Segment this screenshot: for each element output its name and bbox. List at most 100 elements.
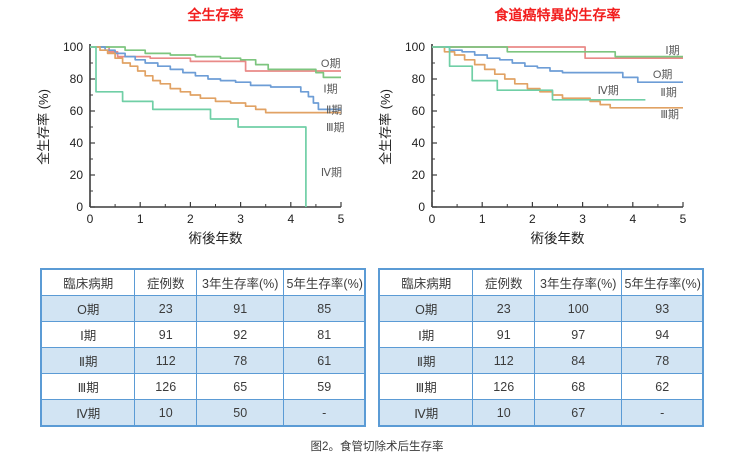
table-cell: 81 bbox=[283, 321, 366, 348]
chart-title-cancer-specific-survival: 食道癌特異的生存率 bbox=[494, 7, 621, 23]
svg-text:0: 0 bbox=[76, 200, 83, 214]
overall-survival-chart: 0 20 40 60 80 100 0 1 2 3 4 5 全生存率 (%) 術後年数 O期 Ⅰ期 Ⅱ期 Ⅲ期 Ⅳ期 bbox=[36, 40, 345, 246]
svg-text:20: 20 bbox=[70, 168, 84, 182]
table-header-cell: 症例数 bbox=[134, 268, 197, 296]
svg-text:5: 5 bbox=[680, 212, 687, 226]
table-cell: - bbox=[621, 399, 704, 427]
svg-text:0: 0 bbox=[87, 212, 94, 226]
table-cell: Ⅱ期 bbox=[378, 347, 474, 374]
table-header-cell: 3年生存率(%) bbox=[195, 268, 285, 296]
table-row: Ⅱ期 112 84 78 bbox=[378, 347, 704, 374]
table-row: Ⅲ期 126 68 62 bbox=[378, 373, 704, 400]
table-cell: - bbox=[283, 399, 366, 427]
svg-text:0: 0 bbox=[429, 212, 436, 226]
table-header-cell: 症例数 bbox=[472, 268, 535, 296]
survival-curve-Ⅰ期 bbox=[432, 46, 683, 58]
table-cell: 91 bbox=[195, 295, 285, 322]
table-cell: 67 bbox=[533, 399, 623, 427]
svg-text:5: 5 bbox=[338, 212, 345, 226]
table-cell: 23 bbox=[134, 295, 197, 322]
svg-text:1: 1 bbox=[479, 212, 486, 226]
table-row: Ⅲ期 126 65 59 bbox=[40, 373, 366, 400]
svg-text:40: 40 bbox=[70, 136, 84, 150]
overall-survival-panel: 全生存率 0 20 40 60 80 100 0 1 2 3 4 5 全生存率 (%) 術後年数 O期 Ⅰ期 Ⅱ… bbox=[28, 4, 362, 250]
x-axis-label: 術後年数 bbox=[531, 231, 585, 246]
table-cell: 78 bbox=[195, 347, 285, 374]
svg-text:20: 20 bbox=[412, 168, 426, 182]
svg-text:80: 80 bbox=[412, 72, 426, 86]
survival-curve-Ⅳ期 bbox=[432, 46, 646, 101]
svg-text:1: 1 bbox=[137, 212, 144, 226]
curve-label-Ⅰ期: Ⅰ期 bbox=[323, 83, 337, 96]
table-header-row: 臨床病期 症例数 3年生存率(%) 5年生存率(%) bbox=[40, 268, 366, 296]
table-cell: Ⅳ期 bbox=[40, 399, 136, 427]
table-cell: Ⅱ期 bbox=[40, 347, 136, 374]
table-cell: 10 bbox=[472, 399, 535, 427]
table-header-cell: 5年生存率(%) bbox=[621, 268, 704, 296]
table-cell: 92 bbox=[195, 321, 285, 348]
table-cell: 62 bbox=[621, 373, 704, 400]
table-cell: 112 bbox=[134, 347, 197, 374]
survival-curve-Ⅳ期 bbox=[90, 46, 307, 207]
overall-survival-table: 臨床病期 症例数 3年生存率(%) 5年生存率(%) O期 23 91 85 Ⅰ期 91 92 81 Ⅱ… bbox=[40, 268, 366, 427]
curve-label-Ⅰ期: Ⅰ期 bbox=[665, 44, 679, 57]
cancer-specific-survival-panel: 食道癌特異的生存率 0 20 40 60 80 100 0 1 2 3 4 5 全生存率 (%) 術後年数… bbox=[370, 4, 704, 250]
table-cell: 61 bbox=[283, 347, 366, 374]
table-cell: 91 bbox=[134, 321, 197, 348]
table-cell: 84 bbox=[533, 347, 623, 374]
table-row: Ⅱ期 112 78 61 bbox=[40, 347, 366, 374]
table-cell: 126 bbox=[472, 373, 535, 400]
curve-label-Ⅳ期: Ⅳ期 bbox=[321, 166, 342, 179]
curve-label-Ⅳ期: Ⅳ期 bbox=[598, 84, 619, 97]
table-cell: 91 bbox=[472, 321, 535, 348]
table-cell: 94 bbox=[621, 321, 704, 348]
survival-curve-Ⅲ期 bbox=[432, 46, 683, 109]
table-cell: 97 bbox=[533, 321, 623, 348]
svg-text:4: 4 bbox=[629, 212, 636, 226]
figure-caption: 图2。食管切除术后生存率 bbox=[310, 441, 444, 453]
table-cell: Ⅲ期 bbox=[378, 373, 474, 400]
table-cell: 100 bbox=[533, 295, 623, 322]
table-row: O期 23 91 85 bbox=[40, 295, 366, 322]
survival-curve-Ⅱ期 bbox=[90, 46, 341, 111]
y-axis-label: 全生存率 (%) bbox=[36, 89, 51, 165]
svg-text:100: 100 bbox=[63, 40, 83, 54]
table-row: Ⅰ期 91 92 81 bbox=[40, 321, 366, 348]
axes: 0 20 40 60 80 100 0 1 2 3 4 5 bbox=[63, 40, 345, 226]
curve-label-O期: O期 bbox=[653, 68, 673, 81]
table-cell: Ⅰ期 bbox=[378, 321, 474, 348]
table-cell: 126 bbox=[134, 373, 197, 400]
axes: 0 20 40 60 80 100 0 1 2 3 4 5 bbox=[405, 40, 687, 226]
table-cell: O期 bbox=[378, 295, 474, 322]
svg-text:80: 80 bbox=[70, 72, 84, 86]
table-cell: 65 bbox=[195, 373, 285, 400]
survival-curve-Ⅰ期 bbox=[90, 46, 341, 79]
svg-text:60: 60 bbox=[412, 104, 426, 118]
table-cell: O期 bbox=[40, 295, 136, 322]
table-header-cell: 臨床病期 bbox=[378, 268, 474, 296]
table-header-cell: 臨床病期 bbox=[40, 268, 136, 296]
svg-text:40: 40 bbox=[412, 136, 426, 150]
svg-text:100: 100 bbox=[405, 40, 425, 54]
cancer-specific-survival-table: 臨床病期 症例数 3年生存率(%) 5年生存率(%) O期 23 100 93 Ⅰ期 91 97 94… bbox=[378, 268, 704, 427]
curve-label-O期: O期 bbox=[321, 57, 341, 70]
table-header-cell: 3年生存率(%) bbox=[533, 268, 623, 296]
table-row: Ⅰ期 91 97 94 bbox=[378, 321, 704, 348]
svg-text:2: 2 bbox=[187, 212, 194, 226]
table-header-cell: 5年生存率(%) bbox=[283, 268, 366, 296]
table-cell: 23 bbox=[472, 295, 535, 322]
survival-curve-Ⅲ期 bbox=[90, 46, 341, 114]
table-cell: 10 bbox=[134, 399, 197, 427]
cancer-specific-survival-chart: 0 20 40 60 80 100 0 1 2 3 4 5 全生存率 (%) 術後年数 Ⅰ期 O期 Ⅱ期 Ⅳ期 Ⅲ期 bbox=[378, 40, 687, 246]
table-cell: 59 bbox=[283, 373, 366, 400]
table-cell: Ⅳ期 bbox=[378, 399, 474, 427]
curve-label-Ⅲ期: Ⅲ期 bbox=[326, 121, 345, 134]
table-row: Ⅳ期 10 67- bbox=[378, 399, 704, 427]
table-cell: 78 bbox=[621, 347, 704, 374]
curve-label-Ⅱ期: Ⅱ期 bbox=[660, 86, 676, 99]
svg-text:3: 3 bbox=[579, 212, 586, 226]
curve-label-Ⅱ期: Ⅱ期 bbox=[326, 103, 342, 116]
table-cell: 85 bbox=[283, 295, 366, 322]
svg-text:0: 0 bbox=[418, 200, 425, 214]
table-cell: 68 bbox=[533, 373, 623, 400]
